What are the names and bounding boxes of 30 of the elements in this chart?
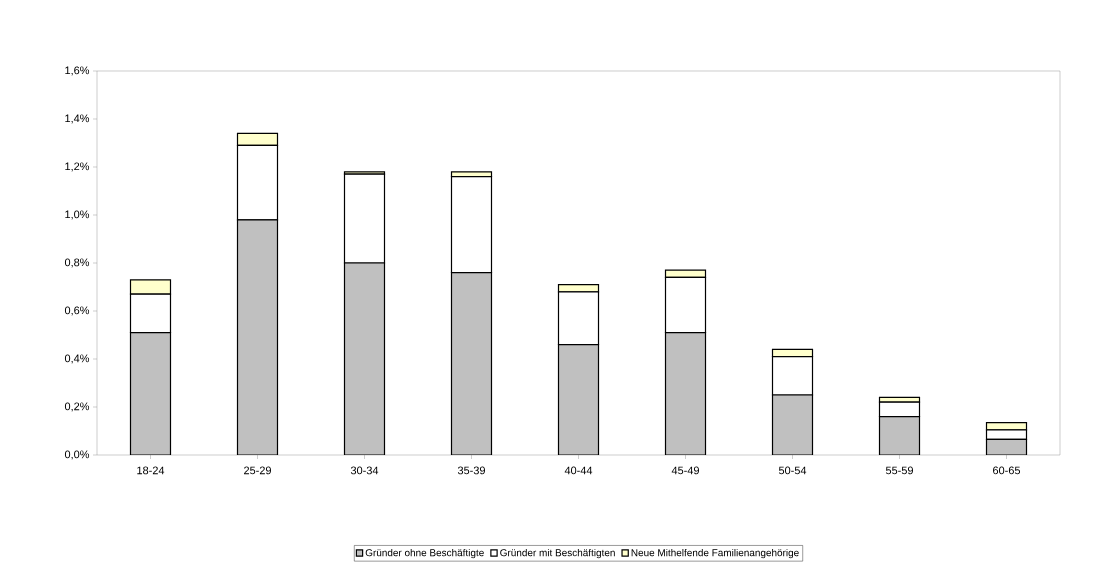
x-tick-label: 45-49: [671, 466, 699, 475]
bar: [343, 262, 386, 455]
y-tick-label: 0,2%: [64, 402, 90, 412]
x-tick-label: 30-34: [350, 466, 379, 475]
x-tick-label: 50-54: [778, 466, 807, 475]
x-tick-label: 40-44: [564, 466, 593, 475]
y-tick-label: 1,2%: [65, 162, 90, 172]
y-tick-label: 0,8%: [64, 258, 90, 268]
bar: [129, 332, 172, 455]
y-tick-label: 0,4%: [64, 354, 90, 364]
x-tick-label: 35-39: [457, 466, 485, 475]
y-tick-label: 0,6%: [64, 306, 90, 316]
legend-label: Neue Mithelfende Familienangehörige: [631, 548, 799, 559]
bar: [557, 344, 600, 455]
legend-label: Gründer mit Beschäftigten: [500, 548, 615, 559]
bar: [450, 272, 493, 455]
bar: [771, 394, 814, 455]
x-tick-label: 55-59: [885, 466, 913, 475]
legend-label: Gründer ohne Beschäftigte: [365, 548, 484, 559]
y-tick-label: 1,4%: [65, 114, 90, 124]
bar: [878, 416, 921, 455]
bar: [236, 219, 279, 455]
x-tick-label: 60-65: [993, 466, 1021, 475]
y-tick-label: 0,0%: [64, 450, 90, 460]
y-tick-label: 1,6%: [65, 66, 90, 76]
x-tick-label: 25-29: [244, 466, 271, 475]
bar: [878, 401, 921, 418]
y-tick-label: 1,0%: [65, 210, 90, 220]
bar: [664, 332, 707, 455]
x-tick-label: 18-24: [137, 466, 165, 475]
